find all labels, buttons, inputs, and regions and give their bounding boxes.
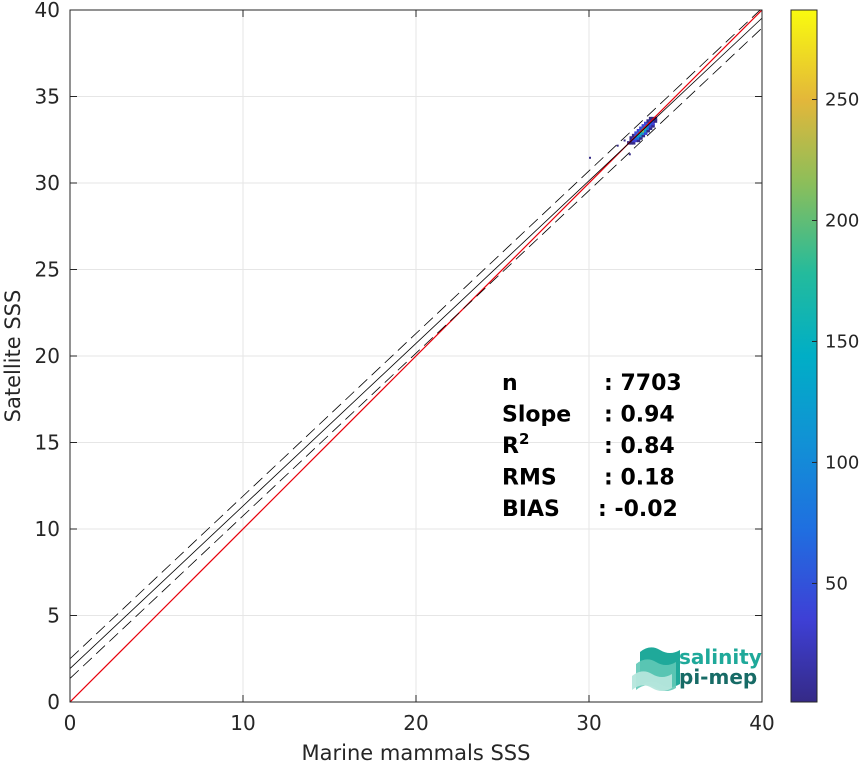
logo-text-salinity: salinity	[679, 645, 762, 669]
density-cluster	[589, 116, 658, 159]
stat-label: BIAS	[502, 497, 560, 522]
density-cell	[646, 124, 650, 128]
density-cell	[641, 131, 646, 135]
density-cell	[648, 126, 653, 131]
x-tick-label: 30	[576, 711, 601, 735]
lower-bound-line	[70, 27, 762, 679]
x-axis-label: Marine mammals SSS	[302, 741, 531, 764]
stat-label-superscript: 2	[519, 430, 529, 448]
density-outlier	[628, 153, 631, 156]
y-tick-label: 40	[35, 0, 60, 22]
density-cell	[646, 119, 650, 123]
density-cell	[644, 126, 648, 131]
density-outlier	[616, 144, 619, 147]
x-tick-label: 20	[403, 711, 428, 735]
stat-value: : 7703	[604, 371, 682, 396]
density-cell	[651, 121, 655, 126]
density-cell	[646, 126, 650, 131]
density-outlier	[589, 156, 591, 159]
density-cell	[631, 138, 636, 143]
stat-label: R2	[502, 430, 529, 459]
identity-line	[70, 10, 762, 702]
y-axis-label: Satellite SSS	[1, 290, 25, 423]
colorbar-tick-label: 150	[825, 331, 859, 352]
density-cell	[641, 133, 646, 138]
density-cell	[644, 128, 648, 133]
x-tick-label: 10	[230, 711, 255, 735]
density-cell	[648, 121, 653, 126]
density-cell	[634, 131, 638, 135]
density-cell	[629, 141, 633, 145]
y-axis-ticks: 0 5 10 15 20 25 30 35 40	[35, 0, 762, 714]
stat-value: : 0.18	[604, 466, 675, 491]
density-cell	[653, 119, 658, 123]
y-tick-label: 25	[35, 258, 60, 282]
density-cell	[651, 124, 655, 128]
colorbar-tick-label: 250	[825, 90, 859, 111]
density-cell	[631, 133, 636, 138]
density-cell	[639, 133, 643, 138]
regression-lines	[70, 10, 762, 702]
density-cell	[636, 128, 641, 133]
logo-waves-icon	[632, 647, 680, 691]
colorbar	[790, 9, 818, 703]
fit-line	[70, 17, 762, 669]
x-tick-label: 40	[749, 711, 774, 735]
colorbar-tick-label: 100	[825, 452, 859, 473]
y-tick-label: 30	[35, 171, 60, 195]
stat-value: : 0.94	[604, 403, 675, 428]
density-cell	[634, 136, 638, 140]
density-cell	[636, 133, 641, 138]
y-tick-label: 20	[35, 344, 60, 368]
y-tick-label: 10	[35, 517, 60, 541]
y-tick-label: 15	[35, 431, 60, 455]
y-tick-label: 35	[35, 85, 60, 109]
density-cell	[639, 131, 643, 135]
density-cell	[641, 124, 646, 128]
statistics-box: n : 7703 Slope : 0.94 R2 : 0.84 RMS : 0.18 BIAS:…	[502, 371, 682, 522]
stat-value: : 0.84	[604, 434, 675, 459]
density-cell	[644, 121, 648, 126]
upper-bound-line	[70, 10, 761, 660]
salinity-pi-mep-logo: salinity pi-mep	[632, 645, 762, 691]
density-cell	[636, 136, 641, 140]
density-cell	[639, 136, 643, 140]
density-outlier	[623, 139, 626, 142]
density-cell	[646, 128, 650, 133]
x-tick-label: 0	[64, 711, 77, 735]
stat-value: : -0.02	[598, 497, 678, 522]
stat-label: RMS	[502, 466, 557, 491]
density-cell	[636, 138, 641, 143]
density-cell	[629, 136, 633, 140]
logo-text-pi-mep: pi-mep	[679, 665, 757, 689]
y-tick-label: 0	[47, 690, 60, 714]
density-cell	[639, 126, 643, 131]
colorbar-ticks: 50 100 150 200 250	[812, 90, 859, 594]
density-cell	[641, 128, 646, 133]
x-axis-ticks: 0 10 20 30 40	[64, 10, 775, 735]
density-cell	[648, 116, 653, 121]
density-cell	[634, 138, 638, 143]
stat-label: Slope	[502, 403, 571, 428]
density-cell	[644, 131, 648, 135]
density-cell	[648, 124, 653, 128]
stat-label: n	[502, 371, 518, 396]
y-tick-label: 5	[47, 604, 60, 628]
colorbar-tick-label: 50	[825, 573, 848, 594]
density-cell	[631, 141, 636, 145]
colorbar-tick-label: 200	[825, 211, 859, 232]
